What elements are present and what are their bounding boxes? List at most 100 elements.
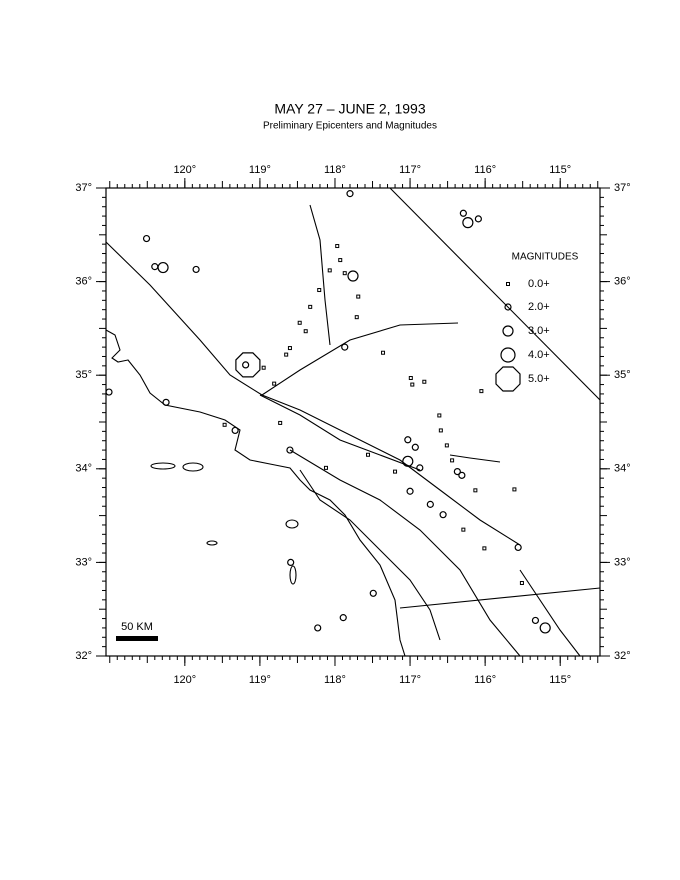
island bbox=[289, 565, 297, 585]
border bbox=[399, 587, 601, 609]
epicenter bbox=[531, 616, 540, 625]
legend-title: MAGNITUDES bbox=[512, 252, 579, 263]
epicenter bbox=[450, 458, 455, 463]
epicenter bbox=[369, 589, 377, 597]
epicenter bbox=[408, 376, 413, 381]
y-tick-label: 34° bbox=[75, 463, 92, 475]
epicenter bbox=[303, 329, 308, 334]
epicenter bbox=[231, 426, 239, 435]
legend-symbol bbox=[504, 303, 512, 311]
epicenter bbox=[261, 365, 266, 370]
epicenter bbox=[402, 455, 414, 467]
epicenter bbox=[479, 389, 484, 394]
epicenter bbox=[286, 446, 294, 454]
legend-symbol bbox=[500, 347, 516, 363]
epicenter bbox=[514, 543, 522, 552]
scale-bar bbox=[116, 636, 158, 641]
epicenter bbox=[519, 580, 524, 585]
x-tick-label: 117° bbox=[399, 164, 421, 176]
epicenter bbox=[474, 215, 482, 223]
y-tick-label: 32° bbox=[75, 650, 92, 662]
y-tick-label: 35° bbox=[75, 369, 92, 381]
epicenter bbox=[341, 343, 349, 351]
epicenter bbox=[347, 270, 359, 282]
epicenter bbox=[242, 361, 250, 369]
epicenter bbox=[366, 452, 371, 457]
x-tick-label: 116° bbox=[474, 164, 496, 176]
epicenter bbox=[284, 352, 289, 357]
epicenter bbox=[338, 258, 343, 263]
epicenter bbox=[404, 436, 412, 444]
fault bbox=[519, 569, 581, 657]
x-tick-label: 120° bbox=[173, 674, 196, 686]
epicenter bbox=[192, 265, 200, 274]
y-tick-label: 35° bbox=[614, 369, 631, 381]
epicenter bbox=[410, 382, 415, 387]
map-features bbox=[105, 187, 601, 657]
epicenter bbox=[342, 271, 347, 276]
epicenter bbox=[426, 500, 434, 508]
y-tick-label: 37° bbox=[75, 182, 92, 194]
epicenter bbox=[406, 487, 414, 495]
y-tick-label: 33° bbox=[614, 556, 631, 568]
epicenter bbox=[278, 420, 283, 425]
epicenter bbox=[105, 388, 113, 396]
epicenter bbox=[356, 294, 361, 299]
legend-label: 3.0+ bbox=[528, 325, 550, 337]
epicenter bbox=[512, 487, 517, 492]
island bbox=[150, 462, 176, 470]
epicenter bbox=[411, 443, 419, 451]
epicenter bbox=[162, 398, 170, 406]
legend-symbol bbox=[502, 325, 514, 337]
epicenter bbox=[354, 315, 359, 320]
epicenter bbox=[142, 234, 151, 243]
epicenter bbox=[235, 352, 261, 378]
epicenter bbox=[437, 413, 442, 418]
legend-label: 5.0+ bbox=[528, 373, 550, 385]
x-tick-label: 118° bbox=[324, 164, 346, 176]
y-tick-label: 32° bbox=[614, 650, 631, 662]
epicenter bbox=[339, 614, 347, 622]
x-tick-label: 115° bbox=[549, 674, 571, 686]
epicenter bbox=[473, 488, 478, 493]
fault bbox=[449, 454, 501, 463]
epicenter bbox=[287, 346, 292, 351]
legend-symbol bbox=[506, 282, 510, 286]
island bbox=[206, 540, 218, 546]
epicenter bbox=[422, 379, 427, 384]
epicenter bbox=[459, 209, 467, 217]
fault bbox=[309, 204, 331, 346]
epicenter bbox=[222, 422, 227, 427]
y-tick-label: 33° bbox=[75, 556, 92, 568]
coastline bbox=[105, 329, 406, 657]
subtitle: Preliminary Epicenters and Magnitudes bbox=[263, 121, 437, 132]
y-tick-label: 36° bbox=[75, 276, 92, 288]
epicenter bbox=[335, 244, 340, 249]
legend-label: 4.0+ bbox=[528, 349, 550, 361]
legend-symbol bbox=[495, 366, 521, 392]
epicenter bbox=[151, 263, 159, 271]
epicenter bbox=[272, 381, 277, 386]
x-tick-label: 120° bbox=[173, 164, 196, 176]
epicenter bbox=[323, 465, 328, 470]
epicenter bbox=[458, 471, 466, 479]
epicenter bbox=[438, 428, 443, 433]
epicenter bbox=[297, 320, 302, 325]
epicenter bbox=[314, 624, 322, 632]
y-tick-label: 37° bbox=[614, 182, 631, 194]
fault bbox=[299, 469, 441, 641]
epicenter bbox=[327, 268, 332, 273]
epicenter bbox=[317, 288, 322, 293]
fault bbox=[259, 394, 421, 471]
fault bbox=[289, 449, 521, 657]
x-tick-label: 115° bbox=[549, 164, 571, 176]
island bbox=[285, 519, 299, 529]
y-tick-label: 36° bbox=[614, 276, 631, 288]
epicenter bbox=[462, 217, 474, 229]
epicenter bbox=[381, 350, 386, 355]
epicenter bbox=[393, 469, 398, 474]
epicenter bbox=[439, 511, 447, 519]
x-tick-label: 119° bbox=[249, 674, 271, 686]
x-tick-label: 117° bbox=[399, 674, 421, 686]
fault bbox=[261, 322, 459, 396]
